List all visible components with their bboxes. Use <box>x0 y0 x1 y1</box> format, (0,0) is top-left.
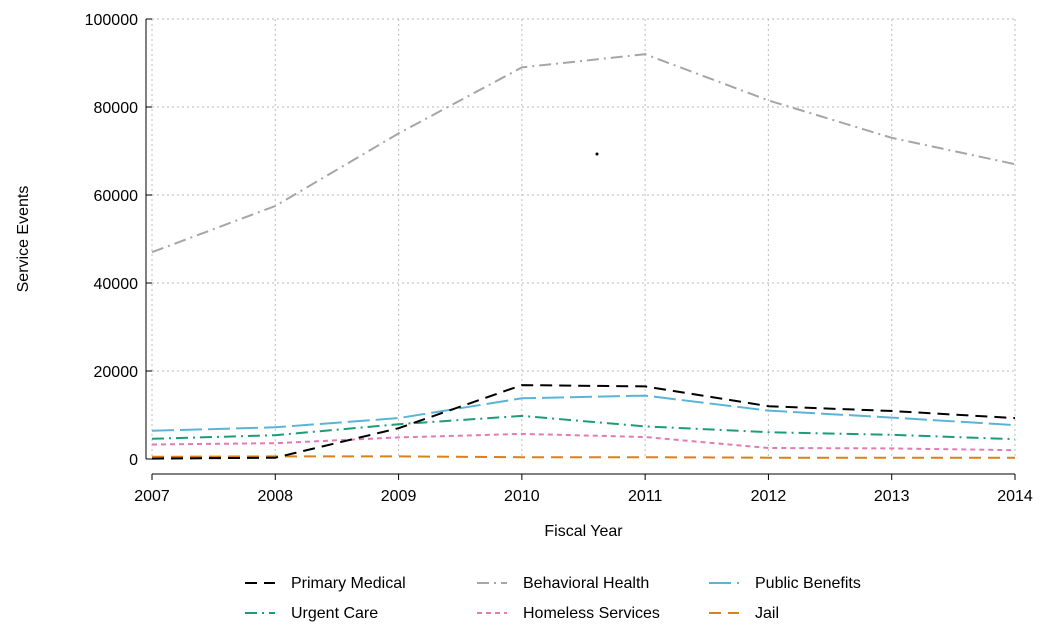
y-tick-label: 0 <box>129 452 138 469</box>
legend-label: Behavioral Health <box>523 575 649 592</box>
series-line-public-benefits <box>151 394 1016 432</box>
series-lines <box>151 53 1016 460</box>
x-tick-label: 2011 <box>628 488 663 505</box>
x-tick-label: 2008 <box>257 488 293 505</box>
legend-label: Urgent Care <box>291 605 378 622</box>
legend-item: Jail <box>709 605 779 622</box>
series-line-homeless-services <box>151 432 1016 452</box>
series-line-jail <box>151 455 1015 459</box>
legend-label: Homeless Services <box>523 605 660 622</box>
y-tick-label: 20000 <box>94 364 139 381</box>
x-tick-label: 2012 <box>751 488 787 505</box>
x-tick-label: 2013 <box>874 488 910 505</box>
y-tick-label: 40000 <box>94 276 139 293</box>
legend-item: Urgent Care <box>245 605 378 622</box>
legend: Primary Medical Behavioral Health Public B… <box>245 575 861 622</box>
x-tick-label: 2009 <box>381 488 417 505</box>
axes <box>145 18 1016 480</box>
legend-label: Jail <box>755 605 779 622</box>
legend-label: Public Benefits <box>755 575 861 592</box>
y-tick-label: 100000 <box>85 12 138 29</box>
legend-item: Behavioral Health <box>477 575 649 592</box>
stray-dot <box>595 152 599 156</box>
y-tick-label: 60000 <box>94 188 139 205</box>
legend-item: Primary Medical <box>245 575 406 592</box>
x-tick-label: 2007 <box>134 488 170 505</box>
tick-labels: 0 20000 40000 60000 80000 100000 2007 2008 2009 2… <box>85 12 1033 505</box>
legend-label: Primary Medical <box>291 575 406 592</box>
y-axis-title: Service Events <box>15 186 32 293</box>
x-tick-label: 2010 <box>504 488 540 505</box>
x-axis-title: Fiscal Year <box>544 523 623 540</box>
gridlines <box>151 18 1016 459</box>
x-tick-label: 2014 <box>997 488 1033 505</box>
y-tick-label: 80000 <box>94 100 139 117</box>
legend-item: Public Benefits <box>709 575 861 592</box>
legend-item: Homeless Services <box>477 605 660 622</box>
series-line-primary-medical <box>151 384 1016 460</box>
series-line-urgent-care <box>151 414 1016 441</box>
series-line-behavioral-health <box>151 53 1016 254</box>
